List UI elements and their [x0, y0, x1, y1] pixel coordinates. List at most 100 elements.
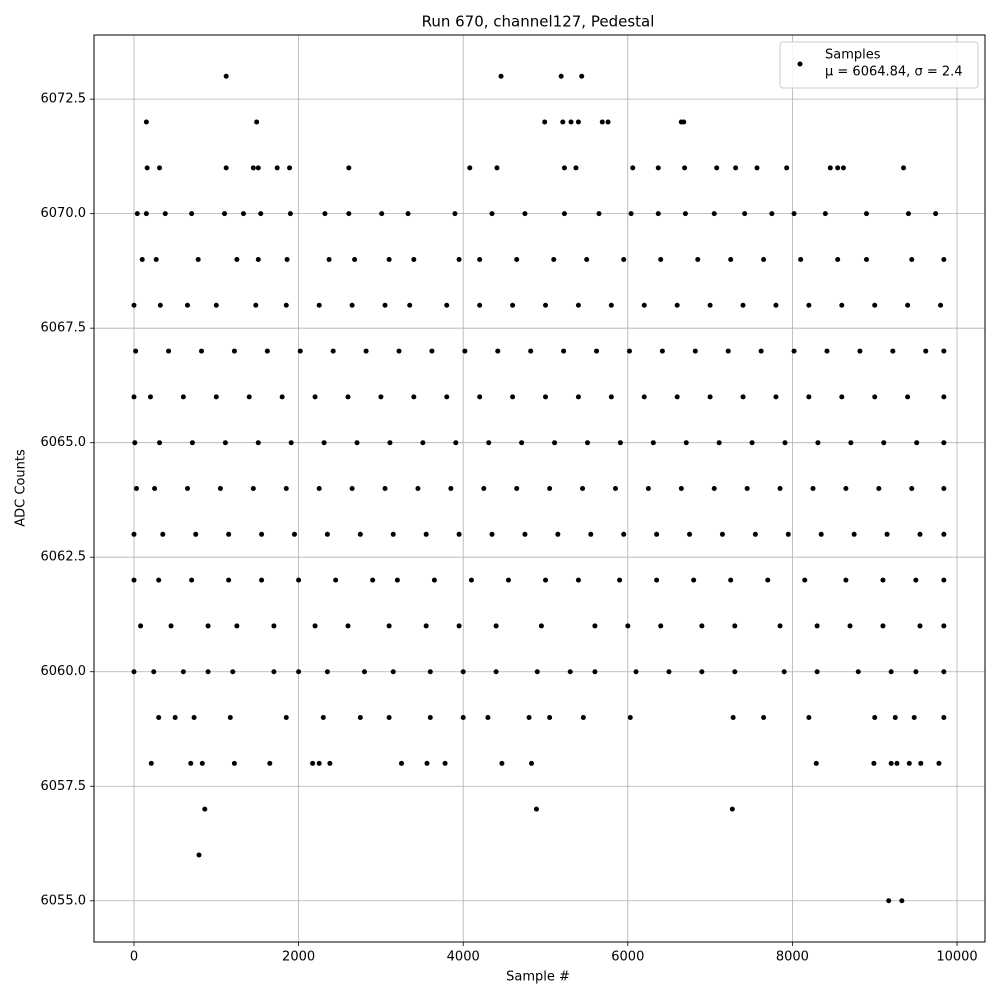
point — [918, 760, 924, 766]
point — [847, 623, 853, 629]
point — [156, 577, 162, 583]
point — [514, 486, 520, 491]
point — [843, 486, 849, 491]
point — [143, 211, 149, 217]
point — [752, 531, 758, 537]
point — [316, 486, 322, 491]
point — [580, 486, 586, 491]
point — [692, 348, 698, 354]
point — [543, 394, 549, 400]
point — [486, 440, 492, 446]
point — [917, 531, 923, 537]
point — [213, 302, 219, 308]
grid — [94, 35, 985, 942]
point — [322, 211, 328, 217]
point — [144, 165, 150, 171]
point — [785, 531, 791, 537]
point — [274, 165, 280, 171]
ticks: 0 2000 4000 6000 8000 10000 6055.0 6057.5 6060.0… — [41, 92, 978, 965]
point — [608, 302, 614, 308]
point — [681, 119, 687, 125]
point — [526, 715, 532, 721]
point — [650, 440, 656, 446]
point — [386, 715, 392, 721]
point — [740, 394, 746, 400]
point — [477, 302, 483, 308]
point — [538, 623, 544, 629]
point — [296, 577, 302, 583]
point — [542, 119, 548, 125]
point — [255, 440, 261, 446]
point — [911, 715, 917, 721]
point — [193, 531, 199, 537]
point — [773, 394, 779, 400]
point — [707, 394, 713, 400]
point — [605, 119, 611, 125]
point — [890, 348, 896, 354]
point — [880, 623, 886, 629]
point — [791, 348, 797, 354]
point — [429, 348, 435, 354]
point — [346, 211, 352, 217]
point — [687, 531, 693, 537]
point — [460, 715, 466, 721]
point — [499, 760, 505, 766]
point — [231, 760, 237, 766]
point — [349, 302, 355, 308]
y-tick-label: 6072.5 — [41, 92, 87, 107]
point — [240, 211, 246, 217]
point — [886, 898, 892, 904]
point — [814, 669, 820, 675]
point — [162, 211, 168, 217]
point — [884, 531, 890, 537]
point — [223, 165, 229, 171]
point — [941, 623, 947, 629]
point — [184, 486, 190, 491]
point — [810, 486, 816, 491]
point — [744, 486, 750, 491]
y-tick-label: 6062.5 — [41, 550, 87, 565]
point — [543, 577, 549, 583]
point — [284, 256, 290, 262]
point — [148, 760, 154, 766]
point — [905, 302, 911, 308]
point — [588, 531, 594, 537]
point — [781, 669, 787, 675]
point — [296, 669, 302, 675]
point — [226, 577, 232, 583]
point — [843, 577, 849, 583]
point — [630, 165, 636, 171]
point — [453, 440, 459, 446]
point — [234, 256, 240, 262]
point — [133, 486, 139, 491]
point — [941, 256, 947, 262]
point — [143, 119, 149, 125]
point — [575, 394, 581, 400]
y-axis-label: ADC Counts — [14, 449, 29, 527]
point — [880, 577, 886, 583]
point — [560, 119, 566, 125]
point — [814, 623, 820, 629]
point — [872, 715, 878, 721]
point — [345, 394, 351, 400]
point — [917, 623, 923, 629]
point — [166, 348, 172, 354]
point — [510, 302, 516, 308]
point — [172, 715, 178, 721]
point — [312, 623, 318, 629]
point — [223, 73, 229, 79]
point — [761, 715, 767, 721]
point — [655, 211, 661, 217]
point — [448, 486, 454, 491]
point — [863, 256, 869, 262]
point — [678, 486, 684, 491]
point — [599, 119, 605, 125]
point — [138, 623, 144, 629]
point — [761, 256, 767, 262]
point — [551, 256, 557, 262]
point — [888, 669, 894, 675]
point — [872, 394, 878, 400]
point — [936, 760, 942, 766]
point — [594, 348, 600, 354]
point — [728, 256, 734, 262]
